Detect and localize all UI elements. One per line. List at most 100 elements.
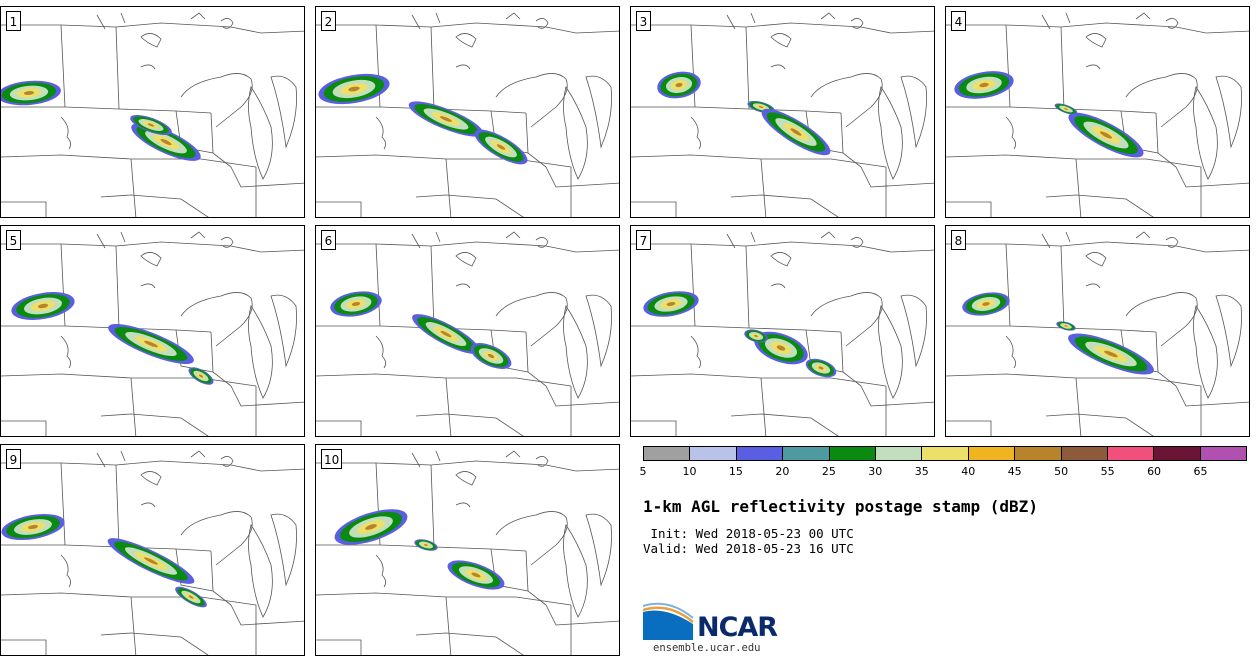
colorbar-swatch [829, 447, 876, 460]
ncar-logo-icon [643, 602, 694, 640]
storm-cell [1099, 131, 1113, 139]
storm-cell [1064, 108, 1068, 110]
base-map-borders [946, 231, 1249, 436]
panel-number-label: 1 [6, 11, 21, 31]
panel-number-label: 6 [321, 230, 336, 250]
init-time-text: Init: Wed 2018-05-23 00 UTC [643, 526, 854, 541]
storm-cell [675, 82, 683, 88]
postage-stamp-panel-3: 3 [630, 6, 935, 218]
postage-stamp-panel-2: 2 [315, 6, 620, 218]
colorbar-swatch [690, 447, 737, 460]
colorbar-tick-label: 30 [868, 465, 883, 478]
colorbar-tick-label: 5 [639, 465, 647, 478]
reflectivity-field [657, 71, 831, 156]
storm-cell [487, 353, 495, 359]
reflectivity-field [11, 292, 214, 385]
storm-cell [982, 302, 990, 306]
reflectivity-field [334, 509, 505, 590]
storm-cell [348, 86, 360, 92]
storm-cell [776, 345, 786, 351]
colorbar-tick-label: 25 [821, 465, 836, 478]
storm-cell [188, 595, 194, 599]
reflectivity-map [1, 231, 304, 436]
storm-cell [144, 557, 158, 565]
storm-cell [1064, 325, 1068, 327]
colorbar-tick-label: 20 [775, 465, 790, 478]
colorbar-swatch [968, 447, 1016, 460]
valid-time-text: Valid: Wed 2018-05-23 16 UTC [643, 541, 854, 556]
storm-cell [440, 116, 452, 122]
panel-number-label: 3 [636, 11, 651, 31]
panel-number-label: 10 [321, 449, 343, 469]
colorbar-tick-labels: 5 10 15 20 25 30 35 40 45 50 55 60 65 [639, 465, 1247, 479]
reflectivity-field [318, 73, 528, 165]
base-map-borders [1, 12, 304, 217]
postage-stamp-panel-9: 9 [0, 444, 305, 656]
colorbar-tick-label: 10 [682, 465, 697, 478]
colorbar-tick-label: 65 [1193, 465, 1208, 478]
colorbar-swatch [922, 447, 969, 460]
storm-cell [160, 138, 172, 146]
colorbar-swatch [736, 447, 784, 460]
storm-cell [471, 572, 481, 578]
panel-number-label: 2 [321, 11, 336, 31]
colorbar-swatch [1200, 447, 1247, 460]
storm-cell [818, 366, 824, 370]
storm-cell [27, 524, 39, 530]
reflectivity-map [631, 231, 934, 436]
colorbar-swatch [1154, 447, 1201, 460]
base-map-borders [316, 450, 619, 655]
storm-cell [758, 106, 764, 108]
colorbar-swatch [1061, 447, 1108, 460]
postage-stamp-panel-10: 10 [315, 444, 620, 656]
storm-cell [424, 544, 428, 546]
postage-stamp-panel-8: 8 [945, 225, 1250, 437]
base-map-borders [1, 231, 304, 436]
panel-number-label: 9 [6, 449, 21, 469]
reflectivity-field [1, 80, 201, 161]
colorbar-tick-label: 50 [1054, 465, 1069, 478]
storm-cell [440, 330, 452, 338]
storm-cell [351, 301, 361, 307]
reflectivity-map [316, 231, 619, 436]
panel-number-label: 4 [951, 11, 966, 31]
postage-stamp-panel-6: 6 [315, 225, 620, 437]
storm-cell [979, 82, 989, 88]
reflectivity-map [1, 450, 304, 655]
storm-cell [147, 123, 155, 127]
colorbar-swatch [1107, 447, 1155, 460]
reflectivity-map [946, 231, 1249, 436]
reflectivity-field [330, 291, 512, 369]
panel-number-label: 8 [951, 230, 966, 250]
storm-cell [1104, 350, 1118, 358]
ensemble-url: ensemble.ucar.edu [653, 642, 761, 654]
storm-cell [199, 374, 203, 378]
storm-cell [23, 91, 35, 95]
postage-stamp-panel-7: 7 [630, 225, 935, 437]
panel-number-label: 7 [636, 230, 651, 250]
colorbar-swatch [875, 447, 923, 460]
reflectivity-field [962, 292, 1154, 375]
base-map-borders [946, 12, 1249, 217]
ncar-logo-text: NCAR [697, 612, 778, 643]
colorbar-tick-label: 55 [1100, 465, 1115, 478]
reflectivity-field [643, 291, 837, 378]
reflectivity-map [946, 12, 1249, 217]
storm-cell [144, 340, 158, 348]
colorbar-swatch [1015, 447, 1062, 460]
reflectivity-map [631, 12, 934, 217]
storm-cell [496, 144, 506, 150]
base-map-borders [316, 231, 619, 436]
reflectivity-map [316, 12, 619, 217]
colorbar-tick-label: 40 [961, 465, 976, 478]
storm-cell [365, 524, 377, 530]
colorbar-tick-label: 15 [728, 465, 743, 478]
base-map-borders [316, 12, 619, 217]
reflectivity-colorbar [643, 446, 1247, 461]
colorbar-tick-label: 60 [1147, 465, 1162, 478]
storm-cell [790, 128, 802, 136]
colorbar-swatch [783, 447, 830, 460]
postage-stamp-panel-5: 5 [0, 225, 305, 437]
colorbar-swatch [644, 447, 691, 460]
storm-cell [37, 303, 49, 309]
